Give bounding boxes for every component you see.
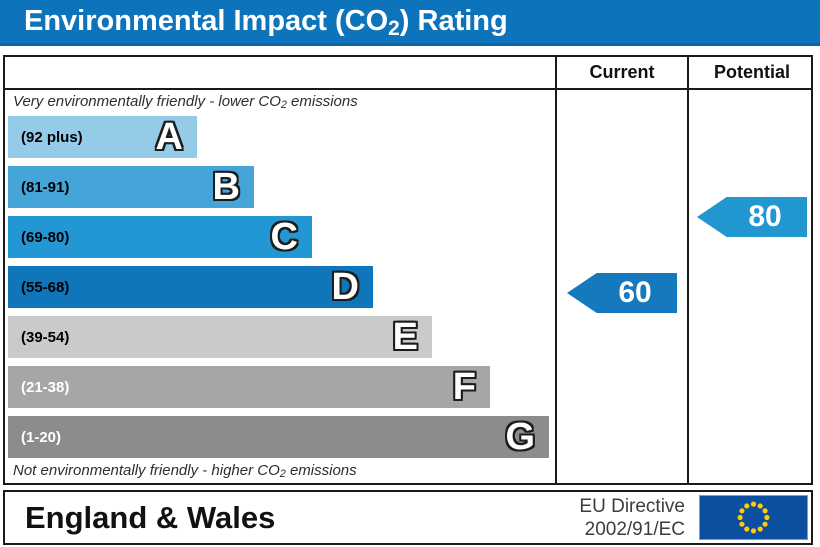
potential-column-divider — [687, 57, 689, 483]
band-row-G: (1-20) G — [8, 416, 549, 458]
top-note-co2-subscript: 2 — [280, 99, 287, 112]
eu-directive-line2: 2002/91/EC — [584, 519, 685, 540]
band-range-label-B: (81-91) — [21, 178, 70, 196]
potential-rating-value: 80 — [748, 200, 782, 233]
band-range-label-F: (21-38) — [21, 378, 70, 396]
bottom-note-suffix: emissions — [285, 462, 357, 479]
band-row-B: (81-91) B — [8, 166, 254, 208]
eu-flag-icon — [699, 495, 808, 540]
top-note-prefix: Very environmentally friendly - lower CO — [13, 93, 281, 110]
current-column-header: Current — [589, 62, 655, 82]
band-range-label-C: (69-80) — [21, 228, 70, 246]
current-rating-arrow: 60 — [567, 273, 677, 313]
title-text-suffix: ) Rating — [399, 5, 508, 37]
current-rating-value: 60 — [618, 276, 652, 309]
band-row-E: (39-54) E — [8, 316, 432, 358]
band-letter-A: A — [155, 116, 183, 158]
top-note-suffix: emissions — [286, 93, 358, 110]
title-co2-subscript: 2 — [388, 16, 400, 40]
potential-column-header: Potential — [713, 62, 790, 82]
band-letter-F: F — [452, 366, 476, 408]
band-row-C: (69-80) C — [8, 216, 312, 258]
eu-directive-label: EU Directive 2002/91/EC — [579, 495, 685, 541]
title-bar: Environmental Impact (CO2) Rating — [0, 0, 820, 46]
title-text-prefix: Environmental Impact (CO — [24, 5, 389, 37]
band-range-label-D: (55-68) — [21, 278, 70, 296]
eu-flag-stars — [737, 501, 770, 534]
footer-bar: England & Wales EU Directive 2002/91/EC — [3, 490, 813, 545]
bottom-note: Not environmentally friendly - higher CO… — [13, 462, 357, 481]
top-note: Very environmentally friendly - lower CO… — [13, 93, 358, 112]
potential-rating-arrow: 80 — [697, 197, 807, 237]
band-range-label-A: (92 plus) — [21, 128, 83, 146]
bottom-note-prefix: Not environmentally friendly - higher CO — [13, 462, 280, 479]
band-letter-D: D — [331, 266, 359, 308]
band-row-A: (92 plus) A — [8, 116, 197, 158]
band-letter-G: G — [505, 416, 535, 458]
band-letter-E: E — [392, 316, 418, 358]
bottom-note-co2-subscript: 2 — [279, 468, 286, 481]
rating-chart: Current Potential Very environmentally f… — [3, 55, 813, 485]
eu-directive-line1: EU Directive — [579, 496, 685, 517]
current-column-divider — [555, 57, 557, 483]
band-letter-C: C — [270, 216, 298, 258]
band-range-label-G: (1-20) — [21, 428, 62, 446]
header-divider-line — [5, 88, 811, 90]
band-row-D: (55-68) D — [8, 266, 373, 308]
band-range-label-E: (39-54) — [21, 328, 70, 346]
region-label: England & Wales — [25, 499, 276, 535]
band-row-F: (21-38) F — [8, 366, 490, 408]
band-letter-B: B — [212, 166, 240, 208]
page-title: Environmental Impact (CO2) Rating — [0, 0, 820, 45]
